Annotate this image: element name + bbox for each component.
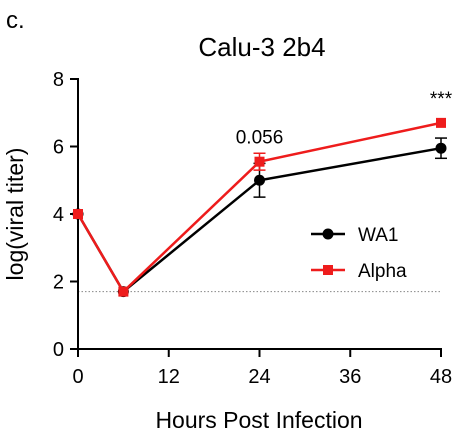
annotation-label: *** bbox=[430, 89, 453, 110]
data-point bbox=[118, 286, 129, 297]
legend-label: Alpha bbox=[358, 261, 407, 282]
y-tick-label: 4 bbox=[53, 204, 64, 226]
y-tick-label: 0 bbox=[53, 339, 64, 361]
chart-title: Calu-3 2b4 bbox=[198, 32, 325, 62]
legend-marker bbox=[322, 228, 334, 240]
x-tick-label: 36 bbox=[339, 366, 361, 388]
data-point bbox=[254, 156, 265, 167]
series-alpha bbox=[73, 117, 446, 297]
x-tick-label: 48 bbox=[430, 366, 452, 388]
x-tick-label: 0 bbox=[72, 366, 83, 388]
y-tick-label: 2 bbox=[53, 272, 64, 294]
data-point bbox=[73, 209, 83, 219]
panel-label: c. bbox=[6, 7, 25, 34]
y-axis-label: log(viral titer) bbox=[2, 148, 28, 281]
series-line bbox=[76, 121, 442, 294]
legend: WA1 Alpha bbox=[311, 225, 407, 282]
y-tick-label: 8 bbox=[53, 69, 64, 91]
x-tick-label: 24 bbox=[248, 366, 270, 388]
data-point bbox=[436, 117, 446, 128]
legend-label: WA1 bbox=[358, 225, 398, 246]
annotation-label: 0.056 bbox=[236, 128, 284, 149]
legend-marker bbox=[323, 265, 333, 275]
y-tick-label: 6 bbox=[53, 137, 64, 159]
data-point bbox=[435, 142, 447, 154]
x-tick-label: 12 bbox=[158, 366, 180, 388]
data-point bbox=[254, 174, 265, 186]
x-axis-label: Hours Post Infection bbox=[155, 407, 362, 433]
